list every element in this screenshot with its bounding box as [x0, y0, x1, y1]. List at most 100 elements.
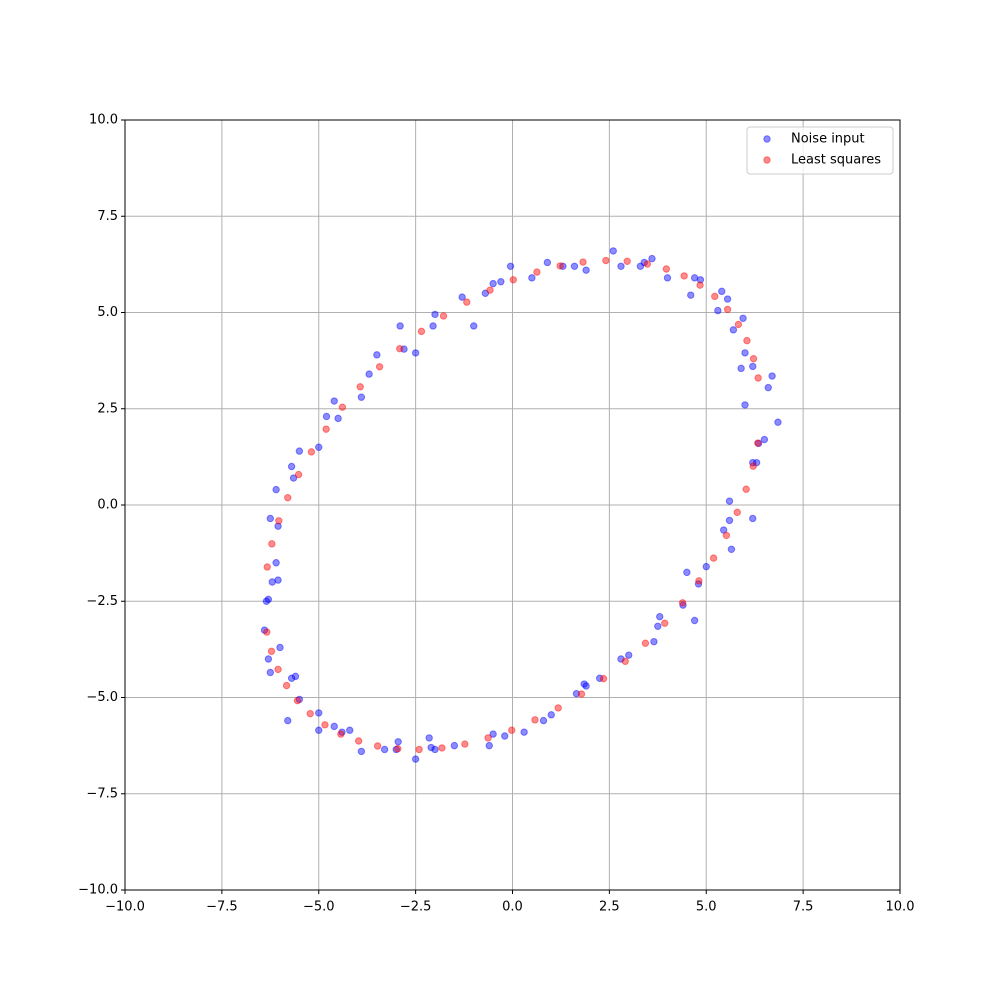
point: [287, 674, 296, 682]
point: [625, 651, 633, 659]
point: [461, 740, 469, 748]
point: [268, 578, 276, 586]
point: [315, 709, 323, 717]
point: [654, 622, 662, 630]
point: [709, 554, 718, 562]
points-layer: [260, 247, 782, 763]
point: [287, 462, 296, 471]
point: [289, 474, 298, 482]
point: [570, 262, 579, 270]
point: [694, 580, 703, 588]
point: [262, 597, 271, 605]
point: [334, 414, 342, 423]
point: [599, 674, 608, 683]
x-tick-label: 0.0: [502, 900, 523, 915]
point: [723, 295, 732, 303]
point: [572, 689, 581, 698]
point: [543, 258, 552, 267]
point: [394, 745, 402, 753]
point: [656, 612, 664, 621]
point: [266, 668, 275, 677]
point: [743, 336, 751, 345]
point: [520, 728, 528, 736]
point: [321, 721, 329, 729]
point: [485, 741, 493, 750]
point: [733, 508, 741, 517]
point: [263, 628, 271, 636]
point: [417, 327, 426, 336]
point: [284, 493, 292, 502]
point: [489, 730, 497, 738]
point: [559, 262, 567, 270]
point: [282, 681, 291, 690]
point: [306, 709, 314, 718]
point: [754, 374, 762, 382]
point: [356, 383, 364, 391]
y-tick-label: 0.0: [97, 498, 118, 513]
point: [501, 732, 509, 740]
legend-marker: [763, 156, 771, 164]
point: [727, 545, 736, 553]
point: [509, 276, 517, 284]
point: [263, 563, 271, 571]
point: [357, 747, 366, 756]
point: [411, 755, 420, 763]
point: [623, 257, 631, 265]
y-tick-label: 2.5: [97, 401, 118, 416]
point: [696, 281, 704, 289]
point: [640, 258, 648, 267]
point: [742, 485, 750, 493]
point: [427, 743, 435, 752]
point: [458, 293, 466, 301]
point: [547, 711, 555, 719]
point: [580, 680, 588, 688]
x-tick-label: −2.5: [400, 900, 432, 915]
point: [528, 274, 536, 282]
point: [554, 704, 562, 712]
point: [531, 716, 539, 724]
point: [294, 470, 303, 479]
y-tick-label: −2.5: [86, 594, 118, 609]
point: [582, 682, 590, 690]
point: [754, 439, 762, 447]
point: [307, 448, 316, 456]
legend-box: [746, 126, 894, 175]
y-tick-label: −5.0: [86, 690, 118, 705]
point: [768, 372, 776, 380]
point: [264, 595, 273, 604]
point: [678, 599, 687, 607]
point: [714, 306, 722, 315]
point: [749, 355, 758, 363]
y-tick-label: 7.5: [97, 209, 118, 224]
point: [725, 497, 734, 505]
x-tick-label: 2.5: [599, 900, 620, 915]
point: [275, 517, 283, 525]
point: [267, 647, 276, 655]
point: [439, 312, 448, 320]
point: [338, 728, 346, 736]
x-tick-label: 7.5: [793, 900, 814, 915]
point: [486, 286, 494, 294]
point: [346, 726, 354, 734]
point: [617, 655, 625, 663]
y-tick-label: 5.0: [97, 305, 118, 320]
axes-layer: −10.0 −7.5 −5.0 −2.5 0.0 2.5 5.0 7.5 10.0 −10.0 −7…: [78, 113, 914, 915]
y-tick-label: −7.5: [86, 786, 118, 801]
point: [734, 320, 743, 329]
point: [392, 745, 400, 754]
point: [431, 310, 439, 319]
point: [723, 305, 732, 314]
point: [357, 393, 366, 401]
point: [291, 672, 300, 681]
point: [394, 738, 402, 746]
point: [322, 425, 330, 433]
point: [354, 737, 363, 745]
point: [481, 289, 490, 297]
point: [373, 351, 381, 359]
point: [662, 265, 671, 273]
point: [268, 540, 276, 548]
point: [650, 637, 658, 646]
point: [661, 619, 669, 627]
